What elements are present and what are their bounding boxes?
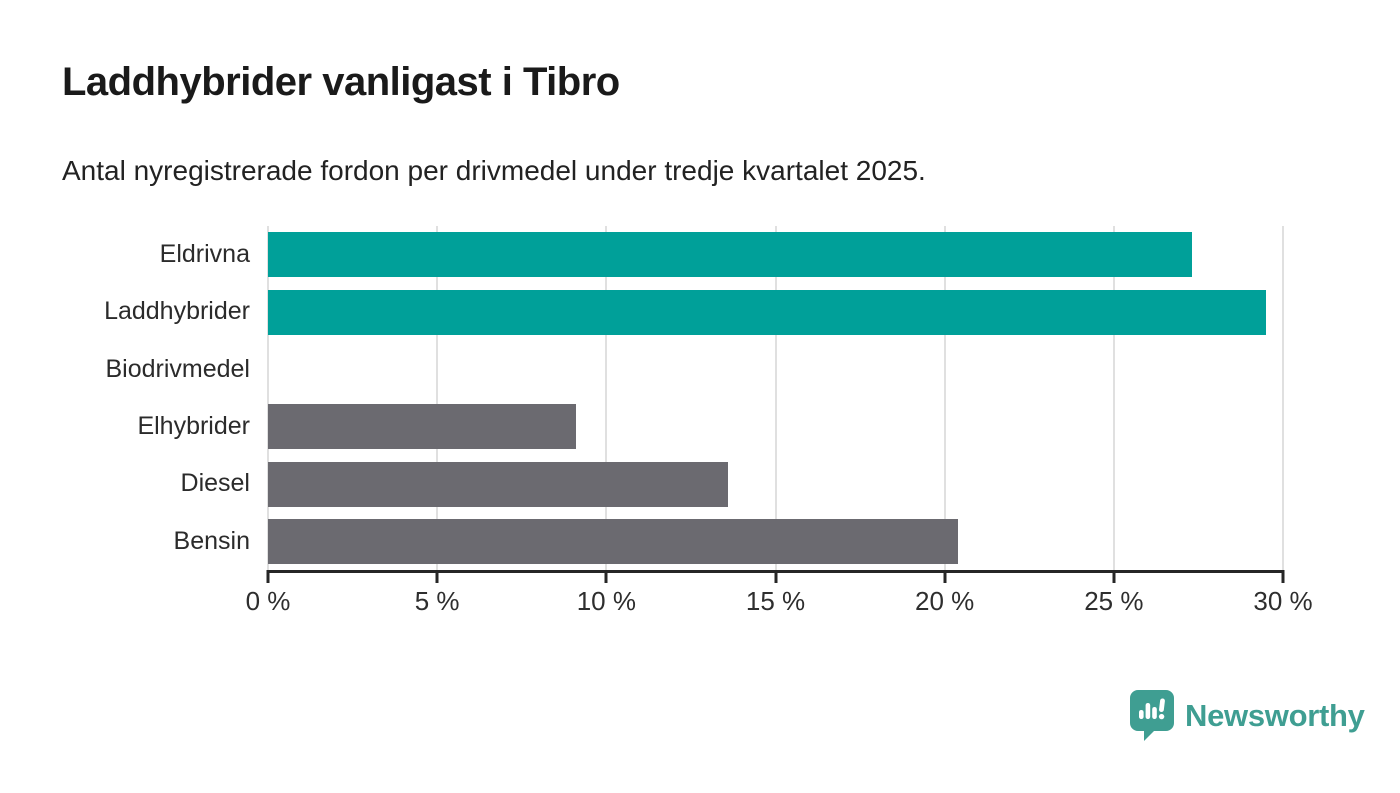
x-axis-tick-20 [943,570,947,583]
gridline-30 [1282,226,1284,570]
category-label-biodrivmedel: Biodrivmedel [105,354,250,383]
x-axis-tick-label-20: 20 % [915,586,975,616]
bar-row-biodrivmedel: Biodrivmedel [105,341,1283,398]
bar-row-bensin: Bensin [174,513,1283,570]
x-axis-tick-5 [435,570,439,583]
category-label-bensin: Bensin [173,526,250,555]
x-axis-tick-label-15: 15 % [745,586,806,616]
x-axis-tick-label-5: 5 % [414,586,460,616]
bar-row-diesel: Diesel [181,455,1283,512]
bar-laddhybrider [268,289,1267,335]
x-axis-tick-label-25: 25 % [1084,586,1144,616]
bar-elhybrider [268,404,576,450]
newsworthy-logo-icon [1130,690,1174,741]
plot-area: Eldrivna Laddhybrider Biodrivmedel Elhybrid… [104,226,1313,616]
x-axis-tick-label-10: 10 % [576,586,636,616]
gridline-15 [774,226,777,570]
bar-row-elhybrider: Elhybrider [137,398,1283,455]
chart-title: Laddhybrider vanligast i Tibro [62,60,620,104]
category-label-elhybrider: Elhybrider [137,412,250,441]
x-axis-tick-label-0: 0 % [245,586,291,616]
newsworthy-logo-text: Newsworthy [1185,697,1365,733]
gridline-0 [267,226,269,570]
bar-row-eldrivna: Eldrivna [160,226,1283,283]
gridline-25 [1112,226,1115,570]
bar-diesel [268,461,729,507]
category-label-diesel: Diesel [180,469,250,498]
gridline-5 [436,226,439,570]
x-axis-tick-15 [774,570,777,583]
x-axis-tick-25 [1112,570,1116,583]
gridline-10 [605,226,608,570]
x-axis-tick-30 [1281,570,1285,583]
bar-bensin [268,518,959,564]
category-label-laddhybrider: Laddhybrider [104,297,250,326]
x-axis-tick-0 [266,570,270,583]
x-axis-tick-10 [604,570,608,583]
x-axis-tick-label-30: 30 % [1253,586,1313,616]
category-label-eldrivna: Eldrivna [159,240,250,269]
newsworthy-logo: Newsworthy [1130,690,1365,741]
gridline-20 [943,226,946,570]
bar-eldrivna [268,232,1192,278]
chart-subtitle: Antal nyregistrerade fordon per drivmede… [62,155,926,186]
bar-row-laddhybrider: Laddhybrider [104,283,1283,340]
